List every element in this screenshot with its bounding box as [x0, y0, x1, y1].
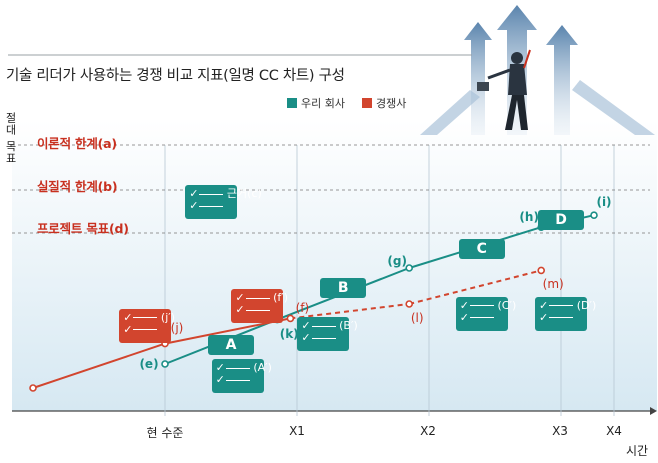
evidence-label: (j′)	[160, 310, 176, 324]
competitor-series-point	[286, 314, 295, 323]
evidence-label: 근거(c)	[226, 187, 262, 200]
point-label: (l)	[410, 311, 424, 325]
competitor-series-point	[29, 384, 37, 392]
milestone-box: A	[208, 334, 254, 355]
evidence-line: ✓ (A′)	[215, 361, 272, 374]
x-tick-x3: X3	[552, 424, 568, 438]
evidence-line: ✓	[216, 374, 260, 386]
point-label: (e)	[139, 357, 159, 371]
our-series-point	[405, 264, 414, 272]
evidence-box: ✓ (D′) ✓	[535, 296, 597, 331]
evidence-line: ✓	[460, 311, 504, 324]
competitor-series-segment	[408, 269, 542, 305]
milestone-box: D	[538, 210, 584, 230]
evidence-line: ✓	[235, 304, 279, 316]
x-tick-x1: X1	[289, 424, 305, 438]
evidence-line: ✓ (B′)	[301, 319, 358, 332]
legend-swatch-competitor	[362, 98, 372, 108]
evidence-label: (C′)	[497, 298, 517, 312]
competitor-series-point	[405, 300, 414, 308]
plot-background	[12, 120, 657, 411]
point-label: (g)	[387, 254, 407, 268]
evidence-box: ✓ (B′) ✓	[297, 317, 358, 351]
evidence-label: (B′)	[339, 319, 358, 332]
arrows-illustration-icon	[420, 5, 655, 135]
point-label: (f)	[295, 301, 310, 316]
evidence-line: ✓ (C′)	[459, 298, 517, 312]
evidence-line: ✓ (j′)	[123, 310, 176, 324]
legend-item-competitor: 경쟁사	[362, 95, 406, 111]
evidence-line: ✓ 근거(c)	[189, 187, 262, 200]
x-axis-arrow-icon	[650, 407, 657, 415]
milestone-box: B	[320, 278, 367, 299]
milestone-box: C	[458, 238, 505, 259]
x-tick-current: 현 수준	[146, 426, 184, 440]
competitor-series-point	[537, 266, 546, 275]
evidence-line: ✓ (f′)	[235, 291, 289, 305]
legend-swatch-ours	[287, 98, 297, 108]
evidence-box: ✓ (A′) ✓	[211, 359, 272, 393]
evidence-line: ✓	[539, 311, 583, 324]
evidence-box: ✓ 근거(c) ✓	[185, 185, 262, 219]
point-label: (m)	[542, 277, 564, 292]
evidence-label: (A′)	[253, 361, 272, 374]
evidence-box: ✓ (j′) ✓	[119, 308, 176, 343]
ref-label-theoretical: 이론적 한계(a)	[37, 136, 117, 151]
evidence-box: ✓ (f′) ✓	[231, 289, 289, 324]
evidence-label: (f′)	[273, 291, 289, 305]
point-label: (k)	[279, 326, 299, 341]
point-label: (h)	[519, 210, 539, 225]
x-axis-label: 시간	[626, 444, 649, 458]
ref-label-practical: 실질적 한계(b)	[37, 179, 118, 194]
competitor-series-segment	[290, 303, 410, 320]
evidence-line: ✓	[189, 200, 233, 212]
competitor-series-segment	[32, 342, 166, 389]
legend-item-ours: 우리 회사	[287, 95, 345, 111]
our-series-point	[161, 360, 169, 368]
evidence-label: (D′)	[576, 298, 597, 312]
legend-label-competitor: 경쟁사	[376, 97, 407, 110]
ref-label-project: 프로젝트 목표(d)	[37, 221, 129, 236]
evidence-line: ✓ (D′)	[539, 298, 597, 312]
legend-label-ours: 우리 회사	[301, 97, 345, 110]
y-axis-label: 절대 목표	[4, 112, 17, 165]
x-tick-x2: X2	[420, 424, 436, 438]
evidence-box: ✓ (C′) ✓	[455, 296, 517, 331]
evidence-line: ✓	[301, 332, 345, 344]
evidence-line: ✓	[123, 323, 167, 336]
point-label: (i)	[596, 195, 612, 210]
x-tick-x4: X4	[606, 424, 622, 438]
chart-title: 기술 리더가 사용하는 경쟁 비교 지표(일명 CC 차트) 구성	[6, 68, 345, 84]
our-series-point	[590, 211, 598, 219]
point-label: (j)	[170, 320, 184, 335]
